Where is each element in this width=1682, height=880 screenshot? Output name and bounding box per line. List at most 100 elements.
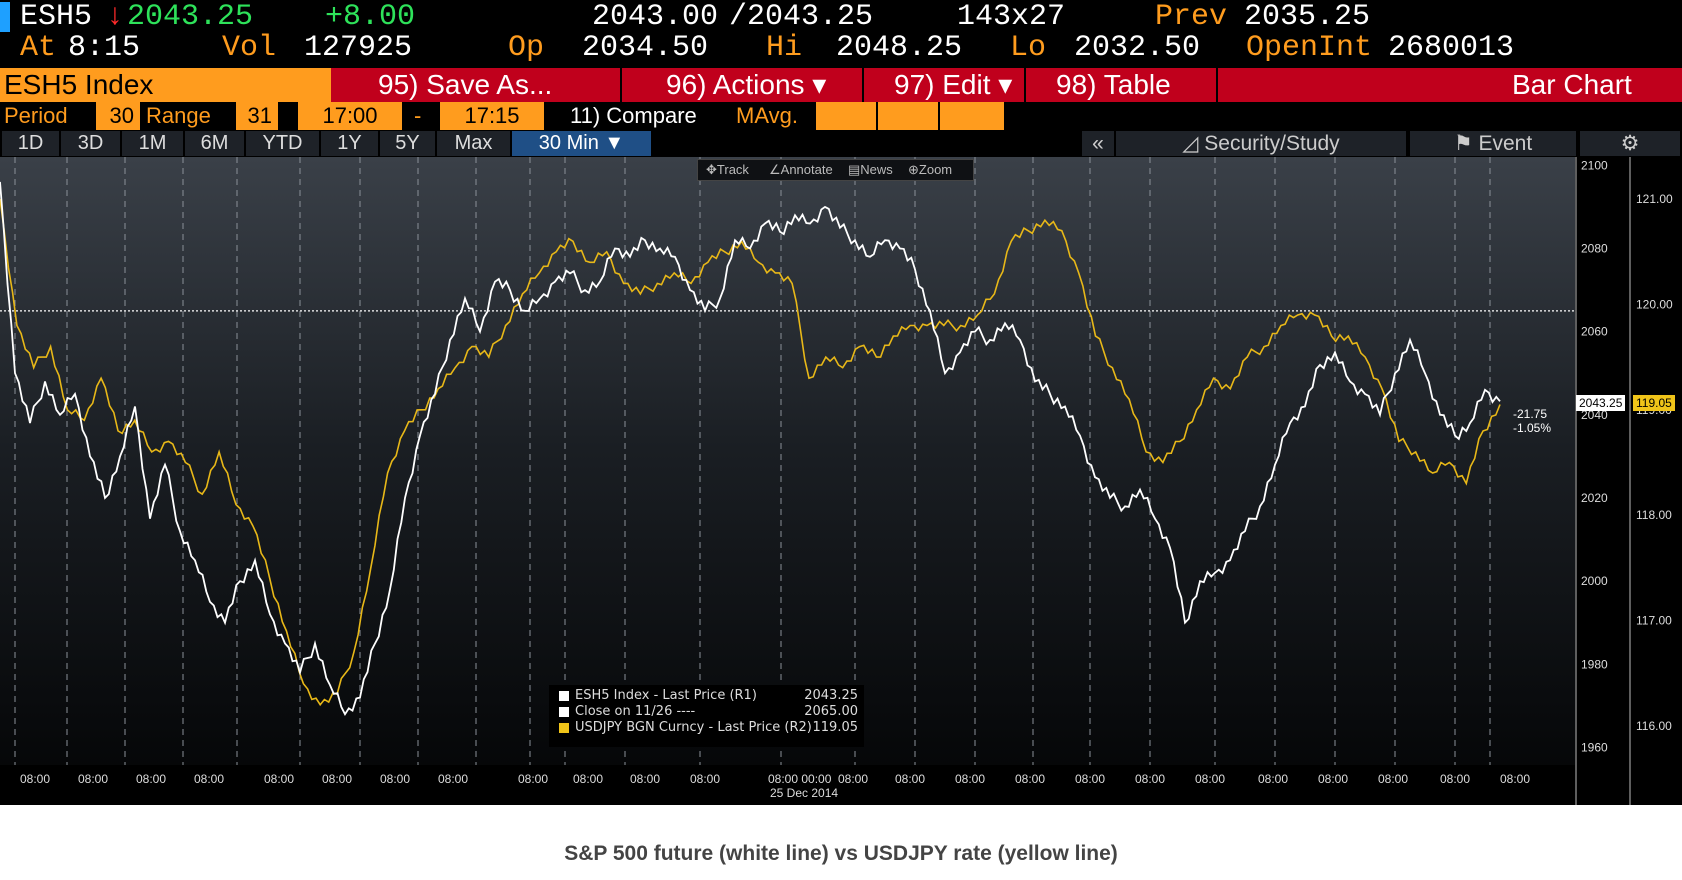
time-dash: - — [414, 103, 422, 128]
x-tick-label: 08:00 — [895, 772, 925, 786]
legend-row-esh5: ESH5 Index - Last Price (R1) 2043.25 — [549, 688, 864, 704]
last-price: 2043.25 — [127, 0, 254, 34]
collapse-icon[interactable]: « — [1082, 131, 1114, 156]
right-y-tick: 116.00 — [1636, 719, 1672, 733]
x-date-label: 25 Dec 2014 — [770, 786, 838, 800]
price-chart[interactable]: 2100 2080 2060 2040 2020 2000 1980 1960 121.00 12… — [0, 157, 1682, 805]
security-study-label: Security/Study — [1204, 132, 1340, 155]
range-input[interactable]: 31 — [236, 102, 278, 130]
bid-price: 2043.00 — [592, 0, 719, 34]
chart-type-label[interactable]: Bar Chart — [1512, 69, 1632, 100]
save-as-menu[interactable]: 95) Save As... — [340, 68, 622, 102]
edit-menu[interactable]: 97) Edit ▾ — [866, 68, 1026, 102]
security-study-button[interactable]: ◿ Security/Study — [1116, 131, 1406, 156]
x-tick-label: 08:00 — [838, 772, 868, 786]
price-change: -21.75 — [1513, 407, 1548, 421]
end-time-input[interactable]: 17:15 — [440, 102, 544, 130]
x-tick-label: 08:00 — [1258, 772, 1288, 786]
y-axis-band — [1575, 157, 1682, 805]
range-ytd[interactable]: YTD — [246, 131, 320, 156]
legend-name: Close on 11/26 ---- — [575, 704, 696, 719]
x-tick-label: 08:00 — [380, 772, 410, 786]
legend-value: 2065.00 — [804, 704, 858, 719]
legend-swatch — [559, 707, 569, 717]
low-label: Lo — [1010, 31, 1047, 65]
esh5-series-line — [0, 181, 1501, 716]
mavg-label: MAvg. — [736, 103, 798, 128]
x-tick-label: 08:00 00:00 — [768, 772, 832, 786]
last-price-tag: 2043.25 — [1576, 395, 1626, 411]
track-tool[interactable]: ✥ Track — [706, 162, 749, 177]
actions-menu[interactable]: 96) Actions ▾ — [624, 68, 864, 102]
x-tick-label: 08:00 — [264, 772, 294, 786]
left-y-tick: 2020 — [1581, 491, 1608, 505]
x-tick-label: 08:00 — [20, 772, 50, 786]
x-tick-label: 08:00 — [1440, 772, 1470, 786]
event-button[interactable]: ⚑ Event — [1410, 131, 1576, 156]
x-axis-band — [0, 765, 1575, 805]
quote-time: 8:15 — [68, 31, 141, 65]
right-y-tick: 121.00 — [1636, 192, 1673, 206]
ticker[interactable]: ESH5 — [20, 0, 93, 34]
security-field[interactable]: ESH5 Index — [0, 68, 331, 102]
mavg-input-2[interactable] — [878, 102, 938, 130]
range-toolbar: 1D 3D 1M 6M YTD 1Y 5Y Max 30 Min ▼ « ◿ S… — [0, 130, 1682, 157]
zoom-tool[interactable]: ⊕ Zoom — [908, 162, 953, 177]
table-menu[interactable]: 98) Table — [1028, 68, 1218, 102]
chart-grid — [14, 157, 1491, 805]
x-tick-label: 08:00 — [690, 772, 720, 786]
chart-toolbox: ✥ Track ∠ Annotate ▤ News ⊕ Zoom — [697, 159, 974, 181]
start-time-input[interactable]: 17:00 — [298, 102, 402, 130]
menu-bar: ESH5 Index 95) Save As... 96) Actions ▾ … — [0, 68, 1682, 102]
x-tick-label: 08:00 — [1378, 772, 1408, 786]
range-1d[interactable]: 1D — [2, 131, 60, 156]
news-tool[interactable]: ▤ News — [848, 162, 893, 177]
legend-swatch — [559, 723, 569, 733]
range-3d[interactable]: 3D — [61, 131, 121, 156]
at-label: At — [20, 31, 57, 65]
vol-label: Vol — [222, 31, 277, 65]
range-5y[interactable]: 5Y — [380, 131, 436, 156]
range-1y[interactable]: 1Y — [321, 131, 379, 156]
high-value: 2048.25 — [836, 31, 963, 65]
x-tick-label: 08:00 — [136, 772, 166, 786]
ticker-marker — [0, 2, 10, 32]
ask-price: /2043.25 — [729, 0, 874, 34]
chart-area[interactable]: 2100 2080 2060 2040 2020 2000 1980 1960 121.00 12… — [0, 157, 1682, 805]
openint-label: OpenInt — [1246, 31, 1373, 65]
legend-name: USDJPY BGN Curncy - Last Price (R2) — [575, 720, 812, 735]
x-tick-label: 08:00 — [1500, 772, 1530, 786]
period-bar: Period 30 Range 31 17:00 - 17:15 11) Com… — [0, 102, 1682, 130]
range-6m[interactable]: 6M — [185, 131, 245, 156]
bid-ask-size: 143x27 — [957, 0, 1066, 34]
compare-button[interactable]: 11) Compare — [570, 103, 697, 128]
mavg-input-3[interactable] — [940, 102, 1004, 130]
figure-caption: S&P 500 future (white line) vs USDJPY ra… — [564, 842, 1118, 865]
range-30min-dropdown[interactable]: 30 Min ▼ — [512, 131, 652, 156]
x-tick-label: 08:00 — [955, 772, 985, 786]
annotate-tool[interactable]: ∠ Annotate — [769, 162, 833, 177]
usdjpy-series-line — [0, 198, 1501, 707]
net-change: +8.00 — [325, 0, 416, 34]
legend-name: ESH5 Index - Last Price (R1) — [575, 688, 757, 703]
legend-row-usdjpy: USDJPY BGN Curncy - Last Price (R2) 119.… — [549, 720, 864, 736]
prev-value: 2035.25 — [1244, 0, 1371, 34]
chart-legend: ESH5 Index - Last Price (R1) 2043.25 Clo… — [549, 685, 864, 747]
period-input[interactable]: 30 — [96, 102, 140, 130]
right-y-tick: 120.00 — [1636, 297, 1673, 311]
usdjpy-price-tag: 119.05 — [1633, 395, 1675, 411]
range-max[interactable]: Max — [437, 131, 511, 156]
low-value: 2032.50 — [1074, 31, 1201, 65]
high-label: Hi — [766, 31, 803, 65]
chart-axes: 2100 2080 2060 2040 2020 2000 1980 1960 121.00 12… — [0, 157, 1682, 805]
open-label: Op — [508, 31, 545, 65]
range-1m[interactable]: 1M — [122, 131, 184, 156]
settings-gear-icon[interactable]: ⚙ — [1580, 131, 1680, 156]
x-tick-label: 08:00 — [1318, 772, 1348, 786]
left-y-tick: 2100 — [1581, 158, 1608, 172]
left-y-tick: 2040 — [1581, 408, 1608, 422]
vol-value: 127925 — [304, 31, 413, 65]
x-tick-label: 08:00 — [518, 772, 548, 786]
left-y-tick: 1980 — [1581, 657, 1608, 671]
mavg-input-1[interactable] — [816, 102, 876, 130]
